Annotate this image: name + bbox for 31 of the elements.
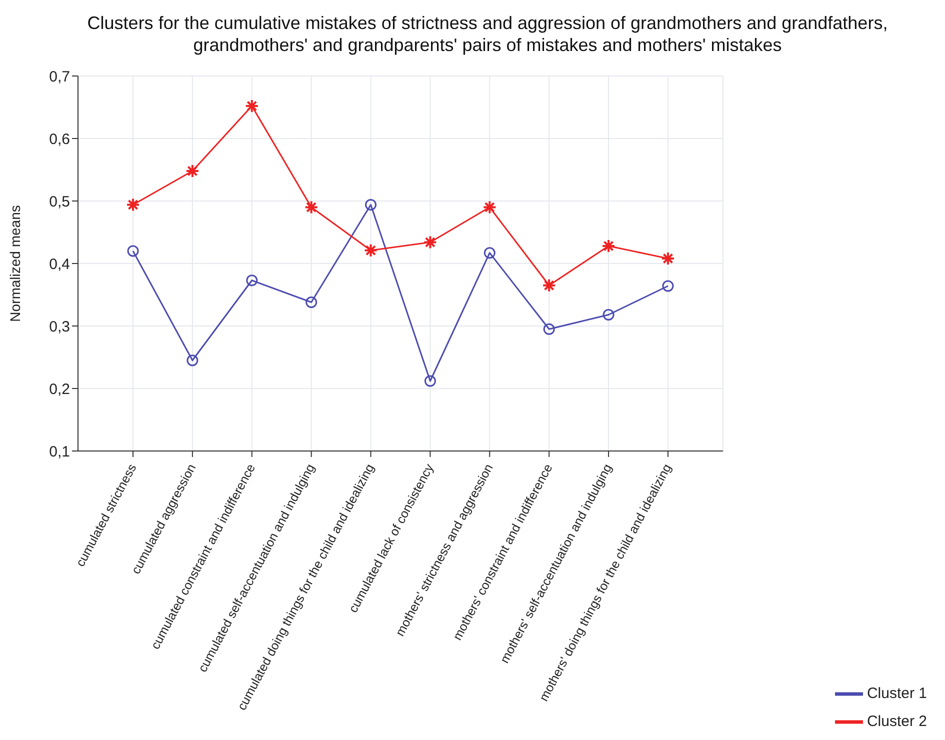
point <box>364 243 378 258</box>
point <box>424 375 436 387</box>
point <box>185 164 200 178</box>
point <box>662 280 674 292</box>
point <box>127 245 139 257</box>
point <box>484 247 496 259</box>
point <box>423 235 438 250</box>
point <box>543 323 555 335</box>
point <box>365 199 377 210</box>
y-tick-label: 0,4 <box>49 256 70 273</box>
point <box>126 198 140 212</box>
point <box>602 309 614 320</box>
point <box>244 99 259 113</box>
y-tick-label: 0,3 <box>49 318 70 336</box>
point <box>602 239 616 253</box>
point <box>246 274 258 286</box>
legend-label: Cluster 2 <box>866 712 927 730</box>
point <box>186 354 198 366</box>
y-tick-label: 0,2 <box>49 380 70 398</box>
point <box>660 252 675 266</box>
point <box>306 296 318 308</box>
point <box>542 278 556 292</box>
y-axis-title: Normalized means <box>6 205 23 322</box>
y-tick-label: 0,7 <box>49 68 70 86</box>
y-tick-label: 0,1 <box>49 443 70 460</box>
y-tick-label: 0,6 <box>49 130 70 148</box>
point <box>304 200 318 214</box>
chart-title: Clusters for the cumulative mistakes of strictness and aggression of grandmothers and grandfathers, grandmothers' and grandparents' pairs of mistakes and mothers' mistakes <box>86 12 889 57</box>
point <box>482 200 497 214</box>
legend-label: Cluster 1 <box>866 684 927 702</box>
y-tick-label: 0,5 <box>49 193 70 210</box>
